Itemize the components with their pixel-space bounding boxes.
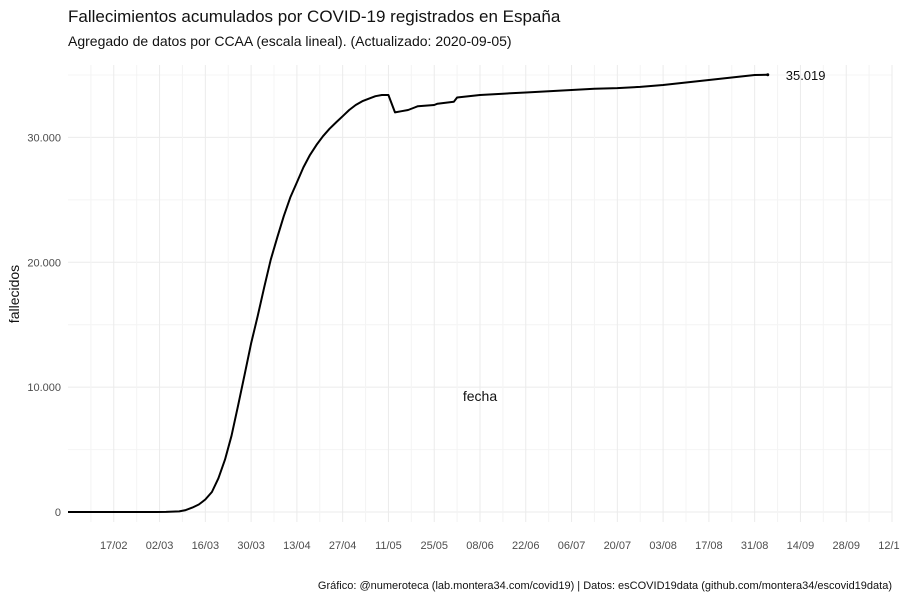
y-axis-title: fallecidos — [6, 265, 22, 323]
x-tick-label: 02/03 — [146, 540, 174, 552]
x-tick-label: 20/07 — [604, 540, 632, 552]
y-axis-ticks: 0 10.000 20.000 30.000 — [27, 132, 61, 519]
x-tick-label: 25/05 — [420, 540, 448, 552]
series-end-label: 35.019 — [786, 68, 826, 83]
y-tick-label: 20.000 — [27, 257, 61, 269]
x-tick-label: 06/07 — [558, 540, 586, 552]
x-tick-label: 16/03 — [192, 540, 220, 552]
chart-caption: Gráfico: @numeroteca (lab.montera34.com/… — [318, 580, 892, 592]
x-axis-ticks: 17/02 02/03 16/03 30/03 13/04 27/04 11/05 25/05… — [100, 540, 900, 552]
x-tick-label: 28/09 — [832, 540, 860, 552]
x-tick-label: 17/08 — [695, 540, 723, 552]
x-axis-title: fecha — [463, 388, 497, 404]
x-tick-label: 31/08 — [741, 540, 769, 552]
x-tick-label: 14/09 — [787, 540, 815, 552]
x-tick-label: 12/10 — [878, 540, 900, 552]
grid-layer — [68, 65, 893, 522]
y-tick-label: 10.000 — [27, 382, 61, 394]
chart-subtitle: Agregado de datos por CCAA (escala linea… — [68, 33, 512, 49]
x-tick-label: 27/04 — [329, 540, 357, 552]
y-tick-label: 30.000 — [27, 132, 61, 144]
x-tick-label: 03/08 — [649, 540, 677, 552]
x-tick-label: 22/06 — [512, 540, 540, 552]
x-tick-label: 30/03 — [237, 540, 265, 552]
x-tick-label: 13/04 — [283, 540, 311, 552]
y-tick-label: 0 — [55, 507, 61, 519]
series-end-point — [766, 73, 770, 77]
x-tick-label: 11/05 — [375, 540, 402, 552]
chart-title: Fallecimientos acumulados por COVID-19 r… — [68, 7, 561, 26]
x-tick-label: 08/06 — [466, 540, 494, 552]
x-tick-label: 17/02 — [100, 540, 128, 552]
series-line-fallecidos — [68, 73, 768, 513]
